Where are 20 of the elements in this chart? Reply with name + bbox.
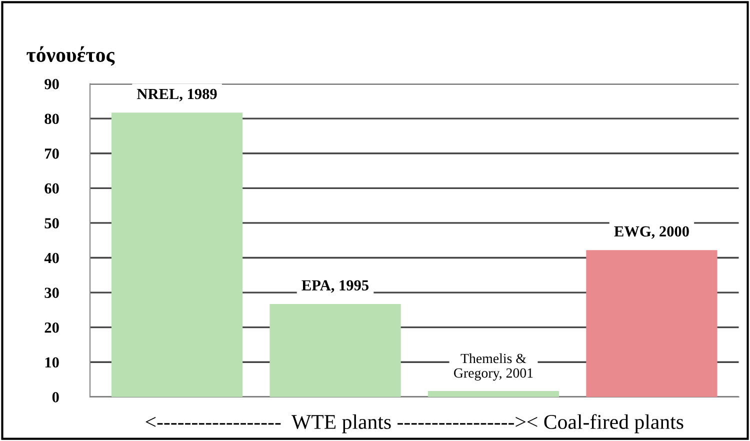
bar: [111, 112, 243, 397]
x-axis-title: <------------------ WTE plants ----------------->< Coal-fired plants: [146, 414, 684, 434]
bar: [270, 304, 401, 397]
bar: [428, 390, 560, 397]
y-tick-label: 0: [52, 392, 59, 402]
y-tick-label: 30: [44, 288, 59, 298]
x-tick-label: EPA, 1995: [302, 280, 369, 293]
y-tick-label: 20: [44, 322, 59, 333]
y-tick-label: 50: [44, 218, 59, 228]
bar: [586, 250, 718, 397]
y-axis-title: τόνουέτος: [26, 46, 115, 66]
x-tick-label: NREL, 1989: [136, 88, 217, 102]
x-tick-label: EWG, 2000: [614, 226, 689, 239]
x-tick-label: Themelis & Gregory, 2001: [454, 353, 533, 381]
y-tick-label: 80: [44, 114, 59, 124]
y-tick-label: 40: [44, 252, 59, 264]
y-tick-label: 70: [45, 148, 59, 159]
y-tick-label: 10: [45, 357, 59, 368]
y-tick-label: 60: [44, 183, 59, 194]
y-tick-label: 90: [44, 78, 59, 90]
